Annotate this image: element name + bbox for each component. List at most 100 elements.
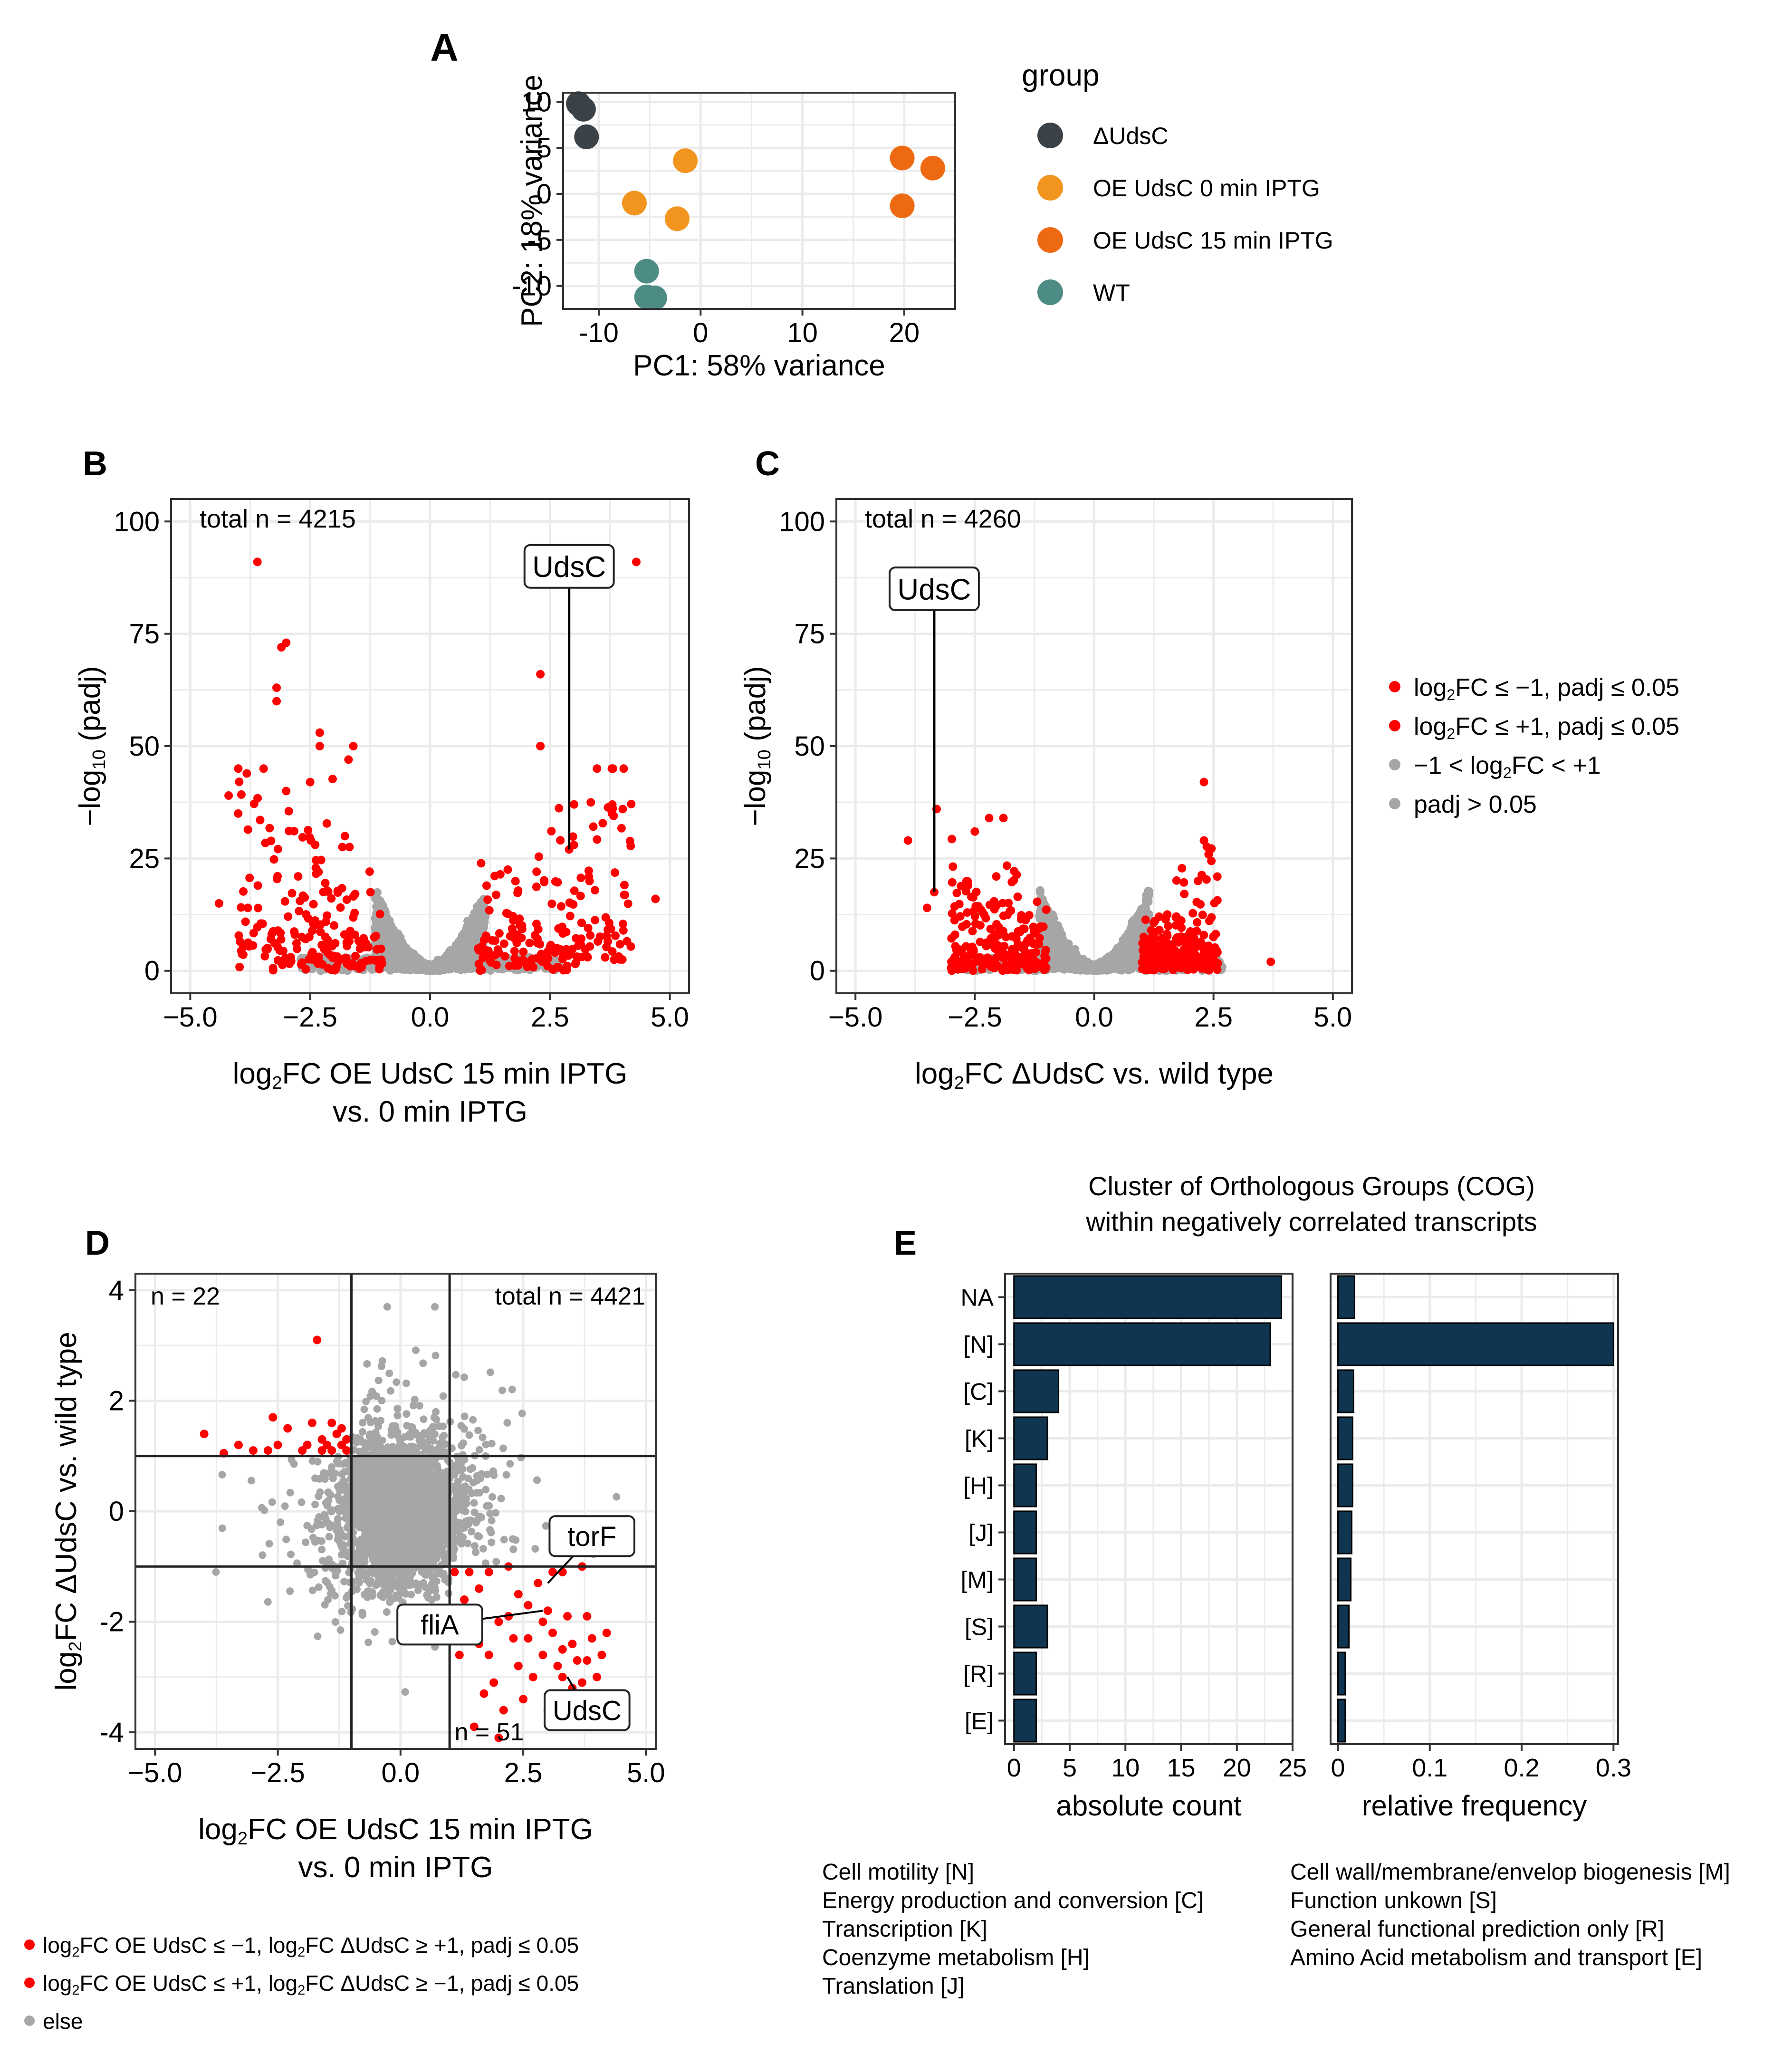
red-point [307,950,316,958]
red-point [1266,958,1275,966]
pca-point [890,193,915,218]
panel-b-ytick-label: 100 [114,506,160,537]
grey-point [386,921,395,930]
red-point [267,836,275,845]
red-point [1199,931,1208,940]
red-point [239,887,248,896]
red-point [503,865,512,874]
red-point [904,836,912,845]
red-point [1163,910,1171,919]
panel-b-ytick-label: 25 [129,843,160,874]
grey-point [364,1639,372,1646]
red-point [956,912,965,921]
red-point [234,764,242,773]
red-point [519,948,527,956]
red-point [234,809,242,818]
panel-c-xtick-label: −2.5 [948,1002,1002,1033]
grey-point [287,1489,294,1497]
panel-b-xtick-label: −5.0 [163,1002,218,1033]
grey-point [419,1359,427,1367]
pca-point [665,206,690,231]
red-point [237,790,246,799]
red-point [626,842,635,850]
grey-point [412,962,421,971]
red-point [253,557,262,566]
panel-b-gene-label: UdsC [532,551,606,584]
grey-point [459,963,468,972]
volcano-legend-label-1: log2FC ≤ +1, padj ≤ 0.05 [1414,713,1679,742]
red-point [509,929,517,937]
red-point [259,920,267,928]
grey-point [402,1410,410,1418]
red-point [1166,951,1175,960]
red-point [366,888,375,896]
red-point [269,966,278,974]
grey-point [311,1475,319,1482]
grey-point [402,1380,410,1387]
red-point [500,940,508,948]
volcano-legend-key-2 [1389,759,1400,770]
red-point [1174,957,1182,966]
red-point [528,954,537,963]
grey-point [378,901,387,910]
panel-b-xtick-label: 0.0 [411,1002,450,1033]
red-point [536,742,545,750]
panel-b-ylabel: −log10 (padj) [74,666,109,826]
pca-point [642,286,667,310]
red-point [1154,963,1163,971]
red-point [492,891,500,899]
red-point [1155,926,1164,934]
red-point [474,944,482,953]
panel-c-ytick-label: 75 [794,619,825,650]
red-point [485,906,494,915]
panel-letter-b: B [83,445,107,483]
red-point [1207,857,1216,865]
red-point [308,926,316,935]
red-point [593,835,601,844]
volcano-legend-label-3: padj > 0.05 [1414,791,1537,818]
red-point [962,920,971,929]
red-point [547,827,556,835]
legend-label-1: OE UdsC 0 min IPTG [1093,175,1320,202]
red-point [224,791,233,800]
red-point [1180,890,1188,898]
panel-c-ylabel: −log10 (padj) [739,666,775,826]
red-point [511,877,520,885]
red-point [968,927,977,935]
red-point [586,931,594,940]
red-point [250,799,259,808]
red-point [949,863,957,871]
red-point [967,961,976,969]
legend-key-1 [1037,175,1063,201]
red-point [619,764,628,773]
red-point [994,941,1003,950]
pca-point [673,148,698,173]
red-point [611,868,619,877]
red-point [620,891,628,899]
panel-c-xtick-label: −5.0 [828,1002,883,1033]
red-point [241,917,250,926]
red-point [556,945,565,954]
red-point [566,912,575,920]
red-point [365,867,374,876]
red-point [341,832,349,840]
red-point [532,920,541,928]
red-point [591,886,599,894]
red-point [243,903,252,912]
grey-point [492,1558,500,1565]
red-point [350,909,359,917]
red-point [306,778,315,787]
red-point [576,873,585,882]
red-point [249,929,258,937]
red-point [551,877,560,886]
red-point [1172,935,1180,943]
red-point [373,956,381,964]
red-point [1025,965,1034,974]
volcano-legend-key-1 [1389,720,1400,731]
red-point [1211,930,1220,938]
red-point [1213,872,1222,881]
legend-label-0: ΔUdsC [1093,123,1168,149]
panel-b-xtick-label: 5.0 [651,1002,689,1033]
red-point [282,787,290,796]
red-point [1020,945,1028,954]
